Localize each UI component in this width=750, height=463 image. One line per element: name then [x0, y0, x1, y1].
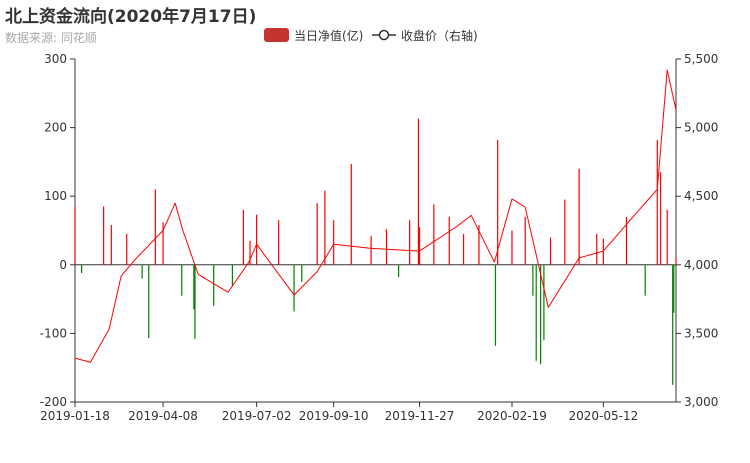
x-tick-label: 2019-07-02 — [222, 409, 292, 423]
net-flow-bar — [418, 227, 421, 265]
right-tick-label: 5,500 — [684, 52, 718, 66]
net-flow-bar — [231, 264, 233, 286]
net-flow-bar — [602, 238, 604, 265]
chart-title: 北上资金流向(2020年7月17日) — [5, 7, 257, 27]
left-tick-label: 300 — [44, 52, 67, 66]
net-flow-bar — [370, 235, 372, 265]
net-flow-bar — [398, 264, 400, 278]
net-flow-bar — [462, 233, 465, 265]
axes: -200 -100 0 100 200 300 3,000 3,500 4,000 4,500 5,… — [40, 52, 719, 423]
net-flow-bar — [478, 225, 480, 265]
net-flow-bar — [578, 168, 580, 265]
left-tick-label: 100 — [44, 189, 67, 203]
net-flow-bar — [350, 163, 352, 265]
net-flow-bar — [448, 216, 450, 265]
net-flow-bar — [532, 264, 534, 296]
net-flow-bar — [540, 264, 542, 365]
x-tick-label: 2019-11-27 — [385, 409, 455, 423]
net-flow-bar — [278, 220, 280, 265]
net-flow-bar — [409, 220, 411, 265]
net-flow-bar — [148, 264, 150, 339]
net-flow-bar — [256, 214, 258, 265]
net-flow-bar — [242, 209, 245, 265]
left-tick-label: 0 — [59, 258, 67, 272]
net-flow-bar — [103, 206, 105, 265]
left-tick-label: -100 — [40, 326, 67, 340]
net-flow-bar — [672, 264, 674, 385]
net-flow-bar — [524, 216, 526, 265]
legend[interactable]: 当日净值(亿) 收盘价（右轴) — [264, 28, 478, 43]
net-flow-bar — [324, 190, 326, 265]
net-flow-bar — [316, 203, 318, 265]
close-price-line-group — [74, 69, 677, 363]
net-flow-bar — [659, 172, 662, 265]
net-flow-bar — [494, 264, 497, 346]
close-price-line — [74, 69, 677, 363]
x-tick-label: 2019-09-10 — [299, 409, 369, 423]
net-flow-bar — [511, 230, 513, 265]
net-flow-bar — [497, 139, 499, 265]
legend-item-net-flow[interactable]: 当日净值(亿) — [264, 28, 363, 43]
net-flow-bar — [301, 264, 303, 282]
right-tick-label: 4,500 — [684, 189, 718, 203]
net-flow-bar — [535, 264, 537, 361]
net-flow-bars — [74, 118, 677, 385]
right-tick-label: 4,000 — [684, 258, 718, 272]
net-flow-bar — [193, 264, 195, 310]
net-flow-bar — [656, 139, 658, 265]
legend-line-marker — [378, 29, 390, 41]
net-flow-bar — [213, 264, 215, 306]
net-flow-bar — [110, 225, 112, 265]
right-tick-label: 3,500 — [684, 326, 718, 340]
net-flow-bar — [181, 264, 183, 296]
legend-bar-swatch — [264, 28, 289, 42]
net-flow-bar — [675, 257, 677, 265]
right-tick-label: 5,000 — [684, 121, 718, 135]
net-flow-bar — [417, 118, 420, 265]
net-flow-bar — [154, 189, 156, 265]
x-tick-label: 2019-04-08 — [128, 409, 198, 423]
left-tick-label: -200 — [40, 395, 67, 409]
net-flow-bar — [162, 222, 164, 265]
left-tick-label: 200 — [44, 121, 67, 135]
net-flow-bar — [549, 237, 552, 265]
net-flow-bar — [385, 229, 388, 265]
net-flow-bar — [126, 233, 128, 265]
net-flow-bar — [141, 264, 143, 279]
net-flow-bar — [673, 264, 675, 313]
chart-subtitle: 数据来源: 同花顺 — [5, 31, 97, 45]
net-flow-bar — [433, 204, 435, 265]
net-flow-bar — [543, 264, 545, 341]
legend-label-net-flow: 当日净值(亿) — [294, 28, 363, 43]
x-tick-label: 2020-05-12 — [568, 409, 638, 423]
net-flow-bar — [249, 240, 251, 265]
legend-label-close-price: 收盘价（右轴) — [401, 28, 478, 43]
net-flow-bar — [564, 199, 566, 265]
net-flow-bar — [293, 264, 295, 312]
net-flow-bar — [81, 264, 83, 274]
x-tick-label: 2020-02-19 — [477, 409, 547, 423]
net-flow-bar — [596, 233, 598, 265]
legend-item-close-price[interactable]: 收盘价（右轴) — [372, 28, 478, 43]
net-flow-bar — [74, 206, 76, 265]
x-tick-label: 2019-01-18 — [40, 409, 110, 423]
right-tick-label: 3,000 — [684, 395, 718, 409]
net-flow-bar — [194, 264, 196, 339]
net-flow-bar — [625, 216, 628, 265]
net-flow-bar — [666, 209, 668, 265]
net-flow-bar — [644, 264, 646, 296]
net-flow-bar — [333, 220, 335, 265]
